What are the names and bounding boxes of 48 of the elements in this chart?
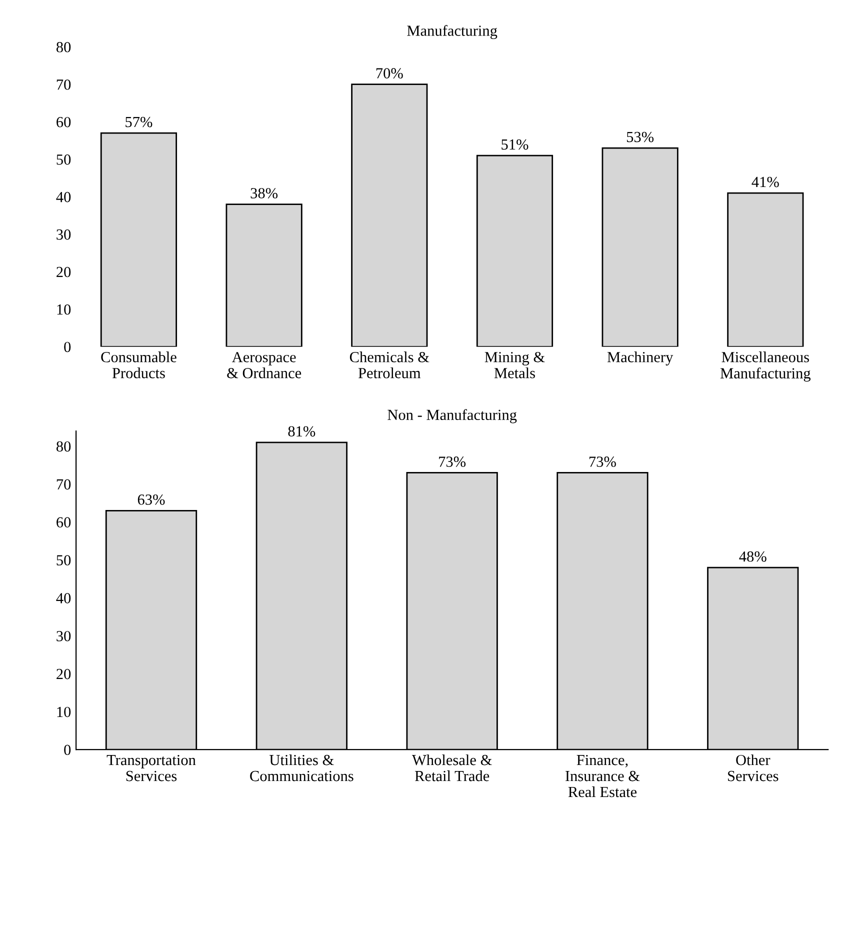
y-tick-label: 40 bbox=[56, 192, 71, 202]
data-label: 51% bbox=[502, 139, 528, 150]
x-tick-label: Finance, Insurance & Real Estate bbox=[565, 754, 640, 798]
bar bbox=[226, 204, 302, 347]
data-label: 48% bbox=[739, 551, 766, 562]
chart-title: Non - Manufacturing bbox=[388, 409, 517, 424]
y-tick-label: 30 bbox=[56, 229, 71, 240]
x-tick-label: Utilities & Communications bbox=[250, 754, 354, 782]
y-tick-label: 50 bbox=[56, 154, 71, 165]
data-label: 41% bbox=[752, 176, 779, 188]
bar bbox=[351, 84, 428, 347]
data-label: 70% bbox=[376, 68, 403, 78]
x-tick-label: Aerospace & Ordnance bbox=[227, 352, 302, 378]
y-tick-label: 40 bbox=[56, 593, 71, 604]
x-tick-label: Other Services bbox=[728, 754, 778, 782]
chart-title: Manufacturing bbox=[407, 24, 498, 40]
y-tick-label: 80 bbox=[56, 42, 71, 52]
data-label: 53% bbox=[626, 132, 654, 142]
y-tick-label: 0 bbox=[64, 744, 71, 756]
y-tick-label: 80 bbox=[56, 441, 71, 452]
data-label: 73% bbox=[439, 456, 466, 467]
x-tick-label: Chemicals & Petroleum bbox=[350, 352, 430, 378]
x-tick-label: Mining & Metals bbox=[484, 352, 545, 378]
x-tick-label: Transportation Services bbox=[106, 754, 196, 782]
data-label: 73% bbox=[589, 456, 616, 467]
bar bbox=[476, 154, 554, 347]
data-label: 81% bbox=[288, 426, 316, 437]
y-tick-label: 30 bbox=[56, 630, 71, 642]
y-tick-label: 70 bbox=[56, 479, 71, 490]
x-tick-label: Wholesale & Retail Trade bbox=[412, 754, 492, 782]
x-tick-label: Miscellaneous Manufacturing bbox=[720, 352, 811, 382]
y-tick-label: 10 bbox=[57, 304, 71, 315]
y-tick-label: 0 bbox=[64, 342, 71, 352]
y-tick-label: 60 bbox=[56, 517, 71, 528]
y-tick-label: 20 bbox=[56, 668, 71, 680]
bar bbox=[602, 147, 678, 347]
x-tick-label: Machinery bbox=[607, 352, 674, 366]
data-label: 38% bbox=[250, 188, 278, 198]
y-tick-label: 10 bbox=[57, 706, 71, 718]
y-tick-label: 50 bbox=[56, 555, 71, 566]
y-tick-label: 20 bbox=[56, 266, 71, 278]
y-tick-label: 60 bbox=[56, 116, 71, 128]
x-tick-label: Consumable Products bbox=[101, 352, 176, 378]
bar bbox=[100, 132, 178, 347]
y-tick-label: 70 bbox=[56, 79, 71, 90]
bar bbox=[727, 192, 804, 347]
data-label: 57% bbox=[126, 116, 152, 128]
data-label: 63% bbox=[138, 494, 165, 505]
